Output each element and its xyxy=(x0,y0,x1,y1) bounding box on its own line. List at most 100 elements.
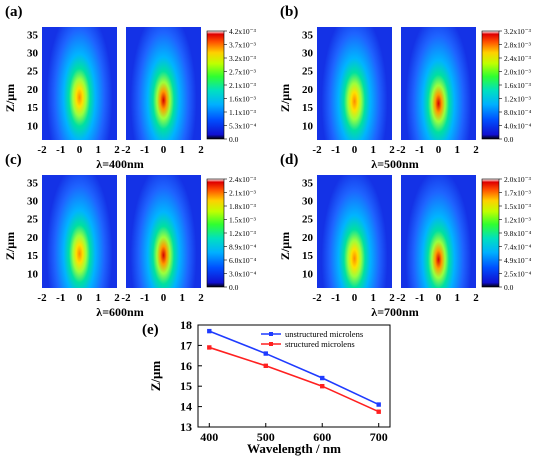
colorbar-tick-label: 1.2x10⁻³ xyxy=(504,95,532,104)
colorbar xyxy=(481,30,500,140)
x-tick-label: 0 xyxy=(161,292,167,304)
heatmap-field xyxy=(42,175,117,288)
x-tick-label: 2 xyxy=(389,144,395,156)
x-tick-label: -2 xyxy=(121,292,131,304)
data-point xyxy=(207,328,212,334)
x-tick-label: 500 xyxy=(257,430,275,444)
colorbar-tick-label: 3.0x10⁻⁴ xyxy=(229,270,257,279)
y-tick-label: 35 xyxy=(27,177,39,189)
x-tick-label: 2 xyxy=(198,292,204,304)
colorbar-tick-label: 9.8x10⁻⁴ xyxy=(504,229,532,238)
y-tick-label: 30 xyxy=(27,48,39,60)
colorbar-tick-label: 1.6x10⁻³ xyxy=(504,81,532,90)
colorbar-tick-label: 3.2x10⁻³ xyxy=(229,54,257,63)
x-tick-label: 0 xyxy=(352,144,358,156)
y-tick-label: 13 xyxy=(180,420,192,434)
colorbar-tick-label: 2.8x10⁻³ xyxy=(504,41,532,50)
y-tick-label: 35 xyxy=(302,29,314,41)
heatmap-field xyxy=(317,175,392,288)
x-axis-label: λ=700nm xyxy=(371,305,418,319)
x-tick-label: 2 xyxy=(473,144,479,156)
colorbar-tick-label: 2.0x10⁻³ xyxy=(504,175,532,184)
x-tick-label: 2 xyxy=(473,292,479,304)
colorbar-tick-label: 2.7x10⁻³ xyxy=(229,68,257,77)
colorbar-tick-label: 1.2x10⁻³ xyxy=(229,229,257,238)
heatmap-field xyxy=(126,27,201,140)
y-tick-label: 15 xyxy=(302,250,314,262)
colorbar-tick-label: 1.6x10⁻³ xyxy=(229,95,257,104)
colorbar xyxy=(206,30,225,140)
x-tick-label: -1 xyxy=(140,292,149,304)
y-axis-label: Z/μm xyxy=(148,361,163,392)
colorbar-tick-label: 3.2x10⁻³ xyxy=(504,27,532,36)
x-tick-label: -2 xyxy=(37,292,47,304)
x-tick-label: -1 xyxy=(415,292,424,304)
x-tick-label: 0 xyxy=(352,292,358,304)
x-tick-label: 0 xyxy=(436,292,442,304)
y-tick-label: 35 xyxy=(27,29,39,41)
x-tick-label: 400 xyxy=(200,430,218,444)
x-tick-label: -2 xyxy=(396,144,406,156)
x-tick-label: 1 xyxy=(371,292,377,304)
x-tick-label: -2 xyxy=(396,292,406,304)
y-tick-label: 20 xyxy=(302,84,314,96)
y-tick-label: 15 xyxy=(27,250,39,262)
x-tick-label: -1 xyxy=(331,144,340,156)
heatmap-field xyxy=(126,175,201,288)
x-tick-label: -1 xyxy=(56,144,65,156)
y-tick-label: 15 xyxy=(180,379,192,393)
x-tick-label: 0 xyxy=(77,292,83,304)
x-tick-label: -2 xyxy=(312,144,322,156)
y-tick-label: 14 xyxy=(180,400,192,414)
colorbar-tick-label: 4.9x10⁻⁴ xyxy=(504,256,532,265)
heatmap-field xyxy=(401,27,476,140)
y-tick-label: 30 xyxy=(302,196,314,208)
heatmap-field xyxy=(317,27,392,140)
x-tick-label: 2 xyxy=(114,144,120,156)
x-tick-label: 0 xyxy=(77,144,83,156)
x-tick-label: 1 xyxy=(96,144,102,156)
y-axis-label: Z/μm xyxy=(278,84,292,112)
y-tick-label: 25 xyxy=(302,214,314,226)
colorbar-tick-label: 1.8x10⁻³ xyxy=(229,202,257,211)
y-tick-label: 35 xyxy=(302,177,314,189)
y-tick-label: 25 xyxy=(27,66,39,78)
colorbar-tick-label: 8.0x10⁻⁴ xyxy=(504,108,532,117)
panel-label: (e) xyxy=(142,322,159,338)
heatmap-field xyxy=(42,27,117,140)
colorbar-tick-label: 1.5x10⁻³ xyxy=(504,202,532,211)
x-tick-label: -1 xyxy=(415,144,424,156)
colorbar-tick-label: 1.2x10⁻³ xyxy=(504,216,532,225)
legend-label: structured microlens xyxy=(285,339,355,349)
y-tick-label: 15 xyxy=(27,102,39,114)
y-axis-label: Z/μm xyxy=(3,84,17,112)
colorbar-tick-label: 2.4x10⁻³ xyxy=(504,54,532,63)
series-line xyxy=(209,346,380,413)
x-axis-label: λ=400nm xyxy=(96,157,143,171)
data-point xyxy=(207,345,212,350)
series-line xyxy=(208,330,380,406)
legend-label: unstructured microlens xyxy=(285,329,363,339)
colorbar-tick-label: 5.3x10⁻⁴ xyxy=(229,122,257,131)
legend-marker xyxy=(269,332,273,336)
y-tick-label: 30 xyxy=(27,196,39,208)
x-tick-label: 1 xyxy=(455,144,461,156)
x-tick-label: 2 xyxy=(114,292,120,304)
x-tick-label: -1 xyxy=(56,292,65,304)
x-tick-label: -2 xyxy=(312,292,322,304)
data-point xyxy=(320,384,325,389)
y-tick-label: 25 xyxy=(27,214,39,226)
x-axis-label: Wavelength / nm xyxy=(247,441,341,456)
colorbar-tick-label: 1.7x10⁻³ xyxy=(504,189,532,198)
colorbar-tick-label: 7.4x10⁻⁴ xyxy=(504,243,532,252)
x-tick-label: 700 xyxy=(370,430,388,444)
colorbar-tick-label: 2.5x10⁻⁴ xyxy=(504,270,532,279)
colorbar-tick-label: 4.0x10⁻⁴ xyxy=(504,122,532,131)
x-tick-label: -1 xyxy=(140,144,149,156)
x-tick-label: 600 xyxy=(313,430,331,444)
colorbar-tick-label: 8.9x10⁻⁴ xyxy=(229,243,257,252)
x-tick-label: 1 xyxy=(455,292,461,304)
colorbar-tick-label: 0.0 xyxy=(229,135,239,144)
